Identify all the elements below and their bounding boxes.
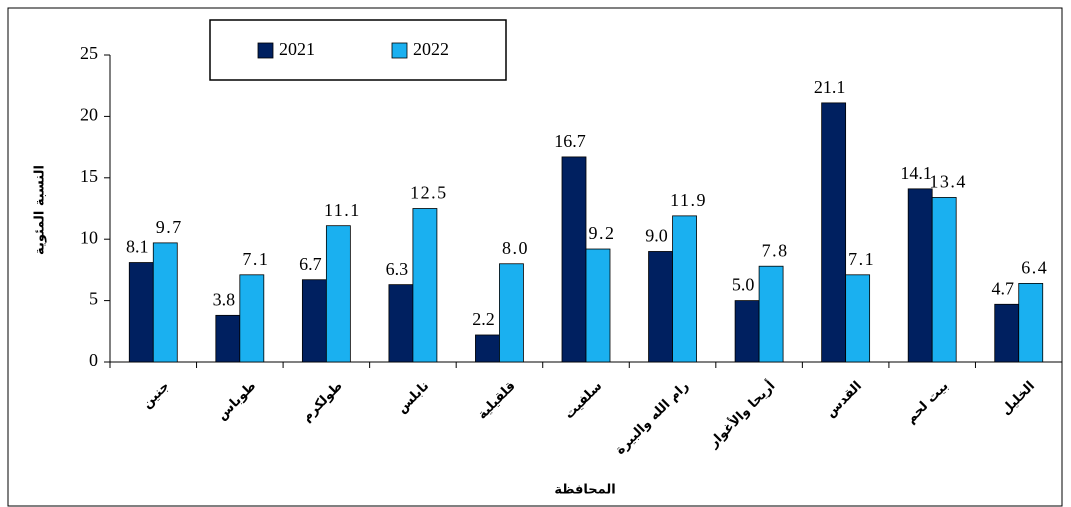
data-label: 5.0 [732,275,755,295]
data-label: 8.0 [502,238,529,258]
y-tick-label: 10 [80,227,98,247]
data-label: 11.1 [324,200,361,220]
data-label: 14.1 [900,163,932,183]
data-label: 3.8 [213,289,236,309]
bar [845,274,871,363]
bar [561,156,587,363]
bar [388,284,414,363]
bar [301,279,327,363]
x-tick-label: طولكرم [299,379,345,425]
bar [325,225,351,363]
x-tick-label: أريحا والأغوار [704,377,778,451]
bar [585,248,611,363]
bar [239,274,265,363]
y-tick-label: 15 [80,166,98,186]
data-label: 7.1 [848,249,875,269]
bar [907,188,933,363]
x-tick-label: قلقيلية [475,379,519,423]
data-label: 8.1 [126,237,149,257]
data-label: 9.2 [589,223,616,243]
data-label: 9.0 [645,226,668,246]
y-tick-label: 0 [89,350,98,370]
bar [412,208,438,363]
x-tick-label: نابلس [395,379,433,417]
legend-box [209,19,507,81]
bar [128,262,154,363]
x-tick-label: بيت لحم [903,379,951,427]
x-tick-label: القدس [823,379,865,421]
x-tick-label: جنين [140,379,173,412]
data-label: 13.4 [929,172,967,192]
bar [758,265,784,363]
bar [821,102,847,363]
x-tick-label: رام الله والبيرة [613,379,692,458]
data-label: 9.7 [156,217,183,237]
data-label: 2.2 [472,309,495,329]
bar [215,314,241,363]
x-tick-label: سلفيت [562,379,605,422]
bar [648,251,673,363]
y-tick-label: 20 [80,105,98,125]
bar [672,215,697,363]
data-label: 21.1 [814,77,846,97]
data-label: 7.1 [242,249,269,269]
bar [994,303,1020,363]
x-axis-label: المحافظة [554,483,615,498]
legend-label: 2022 [413,39,449,59]
bar [499,263,524,363]
bar [152,242,178,363]
y-tick-label: 25 [80,43,98,63]
data-label: 6.4 [1021,258,1048,278]
legend-swatch [257,42,274,59]
data-label: 6.7 [299,254,322,274]
bar [734,300,760,363]
data-label: 4.7 [991,278,1014,298]
y-tick-label: 5 [89,289,98,309]
data-label: 16.7 [554,131,586,151]
bar [475,334,500,363]
x-tick-label: طوباس [214,379,259,424]
data-label: 12.5 [410,183,448,203]
y-axis-label: النسبة المئوية [33,165,48,255]
data-label: 6.3 [386,259,409,279]
x-tick-label: الخليل [998,379,1038,419]
chart-border [7,7,1063,507]
legend-swatch [391,42,408,59]
data-label: 11.9 [670,190,707,210]
bar [1018,283,1044,363]
legend-label: 2021 [279,39,315,59]
bar [931,197,957,363]
data-label: 7.8 [762,240,789,260]
